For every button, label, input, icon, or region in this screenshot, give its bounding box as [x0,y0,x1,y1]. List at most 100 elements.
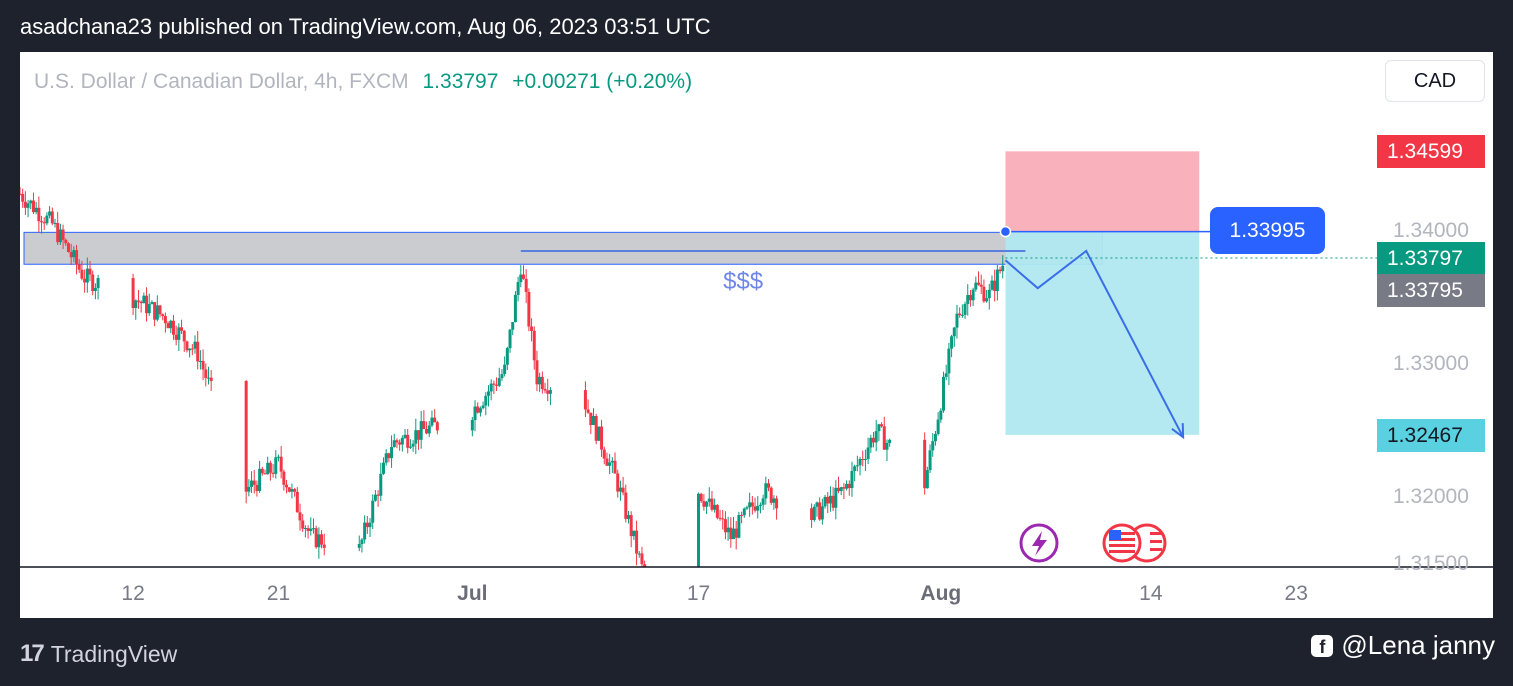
candle [931,433,935,457]
take-profit-zone[interactable] [1005,231,1200,435]
candle [858,456,862,476]
candle [169,319,173,334]
candle-body [723,519,727,533]
candle [591,408,595,426]
candle [371,494,375,530]
candle [411,440,415,452]
candle-body [255,484,259,492]
candle-body [521,274,525,279]
candle [750,495,754,515]
candle [177,323,181,352]
candle [247,479,251,497]
candle [320,530,324,549]
candle [715,504,719,520]
candle-body [23,201,27,208]
candle-body [306,528,310,531]
candle-body [247,486,251,492]
earnings-bolt-icon[interactable] [1019,523,1059,563]
candle-body [185,341,189,351]
candle [435,420,439,435]
candle-body [845,483,849,489]
candle [29,199,33,210]
candle-body [26,203,30,208]
candle-body [50,211,54,224]
liquidity-label: $$$ [723,268,763,295]
candle-body [958,313,962,316]
candle [508,328,512,353]
time-axis-label: 14 [1139,582,1163,605]
candle [998,266,1002,274]
projection-path[interactable] [1004,249,1185,438]
currency-button[interactable]: CAD [1385,60,1485,102]
candle [955,304,959,339]
candle-body [45,215,49,224]
entry-handle[interactable] [999,225,1012,238]
candle [933,430,937,446]
candle [83,269,87,293]
candle-body [950,336,954,349]
candle-body [320,534,324,545]
candle [497,367,501,388]
candle-body [613,460,617,474]
candle-body [632,530,636,537]
candle-body [872,437,876,443]
candle [244,380,248,504]
candle-body [21,193,25,202]
candle-body [470,419,474,431]
candle-body [866,447,870,459]
time-axis-label: 12 [121,582,145,605]
candle-body [198,360,202,362]
candle-body [546,390,550,394]
candle [45,212,49,226]
chart-panel[interactable]: $$$ U.S. Dollar / Canadian Dollar, 4h, [20,52,1493,618]
candle-body [643,564,647,567]
candle-body [244,380,248,492]
candle-body [826,496,830,504]
resistance-zone[interactable] [23,231,1103,265]
candle [985,289,989,303]
candle [301,514,305,532]
candle-body [1001,265,1005,272]
candle [546,378,550,402]
us-event-flag-icon[interactable] [1102,523,1167,563]
candle [285,479,289,494]
candle-body [532,330,536,361]
author-credit: f @Lena janny [1311,630,1495,661]
candle [1001,255,1005,279]
candle [880,422,884,428]
candle-body [317,534,321,548]
candle-body [80,269,84,279]
symbol-legend: U.S. Dollar / Canadian Dollar, 4h, FXCM … [34,70,692,94]
candle-body [425,429,429,434]
stop-loss-zone[interactable] [1005,151,1200,232]
candle-body [600,426,604,450]
candle-body [823,496,827,507]
candle-body [713,504,717,510]
candle [416,430,420,450]
candle [820,498,824,525]
candle [616,469,620,498]
candle [155,295,159,322]
candle [960,304,964,318]
candle [624,484,628,523]
candle [505,346,509,371]
candle-body [177,327,181,340]
candle-body [508,329,512,349]
candle-body [834,487,838,508]
candle [478,406,482,417]
tradingview-mark-icon: 17 [20,640,45,667]
candle [944,364,948,381]
candle-body [263,473,267,475]
candle [309,517,313,536]
entry-price-tag[interactable]: 1.33995 [1210,207,1325,254]
candle [710,491,714,512]
candle-body [635,530,639,554]
tradingview-logo[interactable]: 17 TradingView [20,640,177,668]
candle-body [158,305,162,315]
chart-canvas[interactable]: $$$ [20,52,1493,618]
candle-body [729,527,733,540]
candle [56,211,60,246]
candle-body [837,487,841,492]
candle-body [847,483,851,489]
price-axis-label: 1.32000 [1393,485,1469,508]
